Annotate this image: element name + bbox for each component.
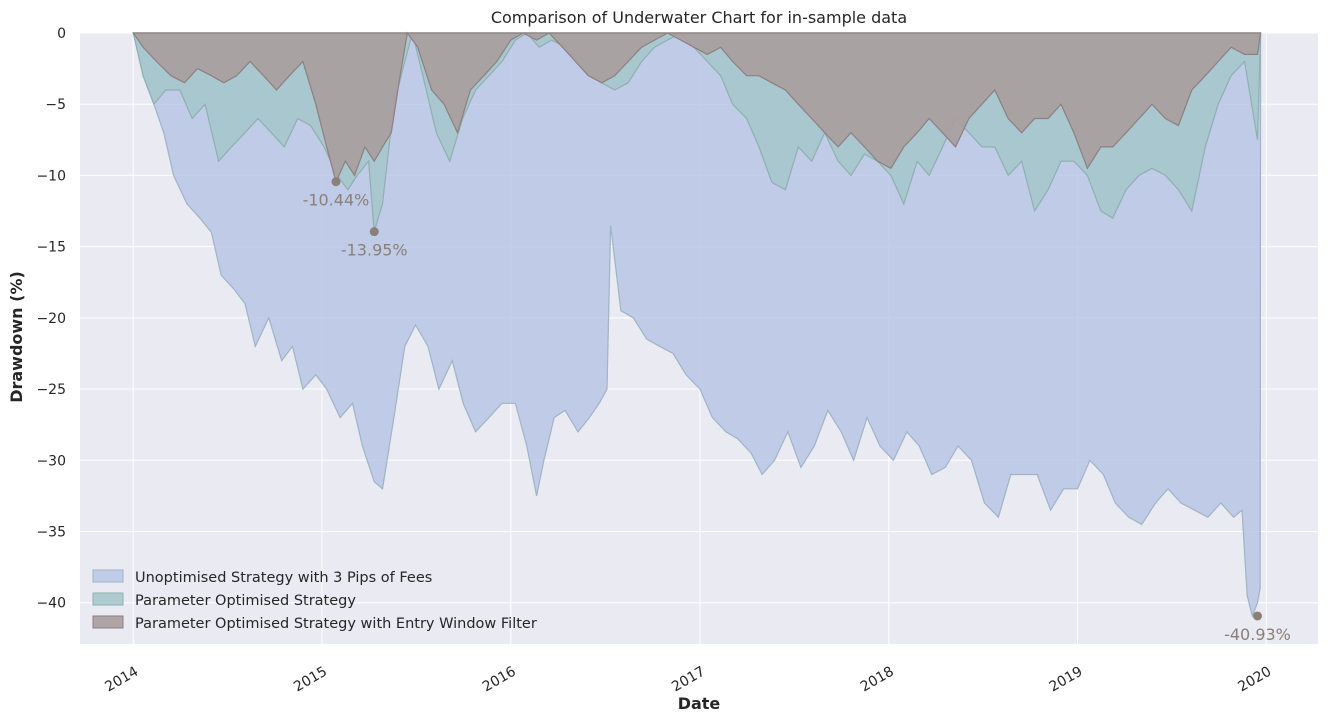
y-tick-label: −40 [36,596,66,612]
legend-swatch [92,592,124,606]
legend-swatch [92,615,124,629]
y-tick-label: −20 [36,311,66,327]
legend-label: Parameter Optimised Strategy with Entry … [135,616,537,632]
drawdown-label: -13.95% [341,241,408,260]
x-tick-label: 2016 [480,664,519,696]
x-axis-ticks: 2014 2015 2016 2017 2018 2019 2020 [102,664,1274,696]
x-tick-label: 2018 [858,664,897,696]
legend: Unoptimised Strategy with 3 Pips of Fees… [92,569,537,632]
legend-swatch [92,569,124,583]
x-tick-label: 2019 [1047,664,1086,696]
x-tick-label: 2017 [669,664,708,696]
drawdown-areas [132,31,1262,618]
y-tick-label: −5 [45,97,66,113]
series-area-3 [132,31,1262,184]
y-tick-label: −35 [36,524,66,540]
y-axis-ticks: 0 −5 −10 −15 −20 −25 −30 −35 −40 [36,26,66,612]
drawdown-label: -40.93% [1224,625,1291,644]
x-tick-label: 2015 [291,664,330,696]
y-tick-label: −25 [36,382,66,398]
drawdown-marker [1252,611,1262,621]
drawdown-marker [369,227,379,237]
y-tick-label: −30 [36,453,66,469]
legend-label: Unoptimised Strategy with 3 Pips of Fees [135,570,432,586]
chart-title: Comparison of Underwater Chart for in-sa… [491,8,907,27]
y-axis-title: Drawdown (%) [7,271,26,403]
y-tick-label: −10 [36,168,66,184]
legend-label: Parameter Optimised Strategy [135,593,356,609]
series-area-1 [132,32,1262,618]
x-tick-label: 2014 [102,664,141,696]
y-tick-label: 0 [57,26,66,42]
drawdown-label: -10.44% [303,191,370,210]
y-tick-label: −15 [36,240,66,256]
drawdown-marker [331,177,341,187]
x-tick-label: 2020 [1235,664,1274,696]
annotations: -10.44% -13.95% -40.93% [303,177,1291,644]
x-axis-title: Date [678,694,721,713]
